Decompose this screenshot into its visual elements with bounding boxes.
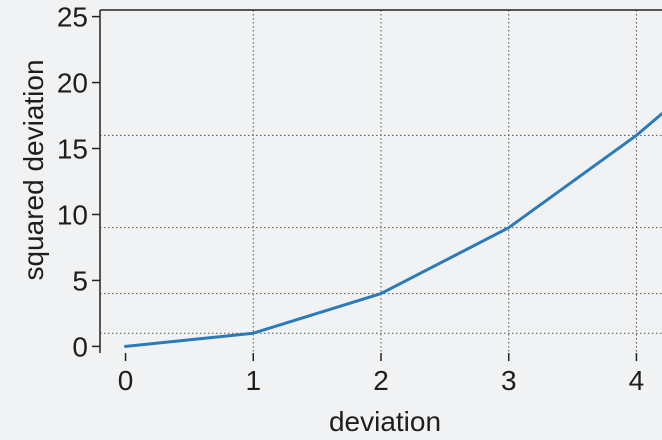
y-tick-label: 5 <box>72 265 88 296</box>
x-tick-label: 4 <box>629 365 645 396</box>
axes <box>92 9 662 361</box>
y-tick-label: 0 <box>72 331 88 362</box>
y-tick-label: 15 <box>57 134 88 165</box>
y-tick-label: 25 <box>57 2 88 33</box>
tick-labels: 0 5 10 15 20 25 0 1 2 3 4 <box>57 2 644 396</box>
series-layer <box>124 112 662 348</box>
x-tick-label: 1 <box>245 365 261 396</box>
x-tick-label: 3 <box>501 365 517 396</box>
x-tick-label: 0 <box>118 365 134 396</box>
y-tick-label: 20 <box>57 68 88 99</box>
series-line-0 <box>124 112 662 348</box>
grid <box>100 10 662 353</box>
x-axis-title: deviation <box>329 406 441 437</box>
y-axis-title: squared deviation <box>18 59 49 280</box>
y-tick-label: 10 <box>57 199 88 230</box>
x-tick-label: 2 <box>373 365 389 396</box>
